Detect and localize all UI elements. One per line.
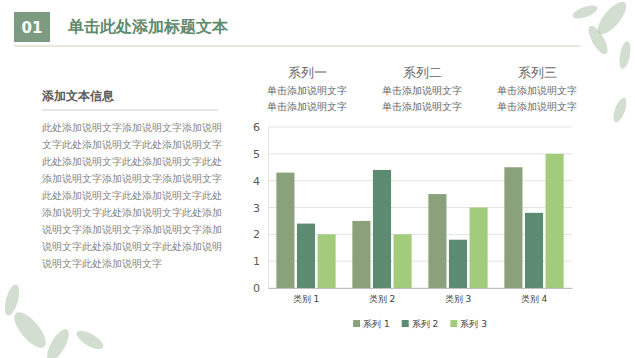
- grid-line: [268, 207, 572, 208]
- column-title: 系列三: [518, 65, 557, 80]
- x-tick: 类别 2: [369, 288, 396, 304]
- x-tick-label: 类别 4: [521, 294, 548, 304]
- y-tick-label: 1: [253, 255, 260, 268]
- y-tick: 2: [253, 228, 268, 241]
- panel-text: 添加说明文字此处添加说明文字此处添加: [42, 207, 222, 218]
- leaf: [43, 326, 73, 358]
- bar: [318, 234, 336, 288]
- column-title: 系列二: [403, 65, 442, 80]
- column-text: 单击添加说明文字: [382, 101, 462, 112]
- panel-text: 说明文字此处添加说明文字: [42, 258, 162, 269]
- leaf: [571, 3, 599, 21]
- y-tick-label: 5: [253, 148, 260, 161]
- grid: [268, 127, 572, 288]
- y-tick-label: 0: [253, 282, 260, 295]
- legend-label: 系列 1: [363, 319, 390, 329]
- bar: [470, 208, 488, 289]
- x-tick-label: 类别 3: [445, 294, 472, 304]
- x-tick-label: 类别 1: [293, 294, 320, 304]
- y-tick: 5: [253, 148, 268, 161]
- bars: [276, 154, 563, 288]
- y-tick-label: 4: [253, 175, 260, 188]
- leaf: [611, 96, 629, 124]
- legend-item: 系列 1: [353, 319, 390, 329]
- panel-text: 此处添加说明文字添加说明文字添加说明: [42, 122, 222, 133]
- grid-line: [268, 180, 572, 181]
- y-tick: 0: [253, 282, 268, 295]
- bar: [276, 173, 294, 288]
- column-text: 单击添加说明文字: [382, 85, 462, 96]
- y-tick-label: 3: [253, 202, 260, 215]
- slide-number: 01: [22, 19, 43, 37]
- number-box: [14, 12, 50, 42]
- column-text: 单击添加说明文字: [267, 101, 347, 112]
- y-axis-line: [268, 128, 269, 289]
- leaf: [585, 23, 611, 57]
- column-text: 单击添加说明文字: [267, 85, 347, 96]
- panel-text: 文字此处添加说明文字此处添加说明文字: [42, 139, 222, 150]
- legend-item: 系列 3: [450, 319, 487, 329]
- y-tick: 3: [253, 202, 268, 215]
- x-axis-line: [269, 288, 573, 289]
- legend: 系列 1 系列 2 系列 3: [353, 319, 487, 329]
- x-tick: 类别 1: [293, 288, 320, 304]
- leaf: [9, 307, 51, 352]
- bar: [428, 194, 446, 288]
- leaf: [74, 327, 106, 352]
- bar: [394, 234, 412, 288]
- column-title: 系列一: [288, 65, 327, 80]
- slide-title: 单击此处添加标题文本: [67, 17, 229, 36]
- panel-text: 说明文字添加说明文字添加说明文字添加: [42, 224, 222, 235]
- bar: [525, 213, 543, 288]
- panel-text: 此处添加说明文字此处添加说明文字此处: [42, 190, 222, 201]
- legend-swatch: [402, 320, 409, 327]
- legend-label: 系列 3: [460, 319, 487, 329]
- bar: [504, 167, 522, 288]
- x-axis: 类别 1 类别 2 类别 3 类别 4: [269, 288, 573, 304]
- column-text: 单击添加说明文字: [497, 85, 577, 96]
- leaf: [2, 283, 22, 317]
- bar: [352, 221, 370, 288]
- decoration: [2, 0, 632, 358]
- panel-rule: [42, 110, 218, 111]
- legend-item: 系列 2: [402, 319, 439, 329]
- header-rule: [14, 46, 580, 47]
- x-tick: 类别 3: [445, 288, 472, 304]
- legend-label: 系列 2: [412, 319, 439, 329]
- slide: 01单击此处添加标题文本添加文本信息此处添加说明文字添加说明文字添加说明文字此处…: [0, 0, 635, 358]
- panel-text: 此处添加说明文字此处添加说明文字此处: [42, 156, 222, 167]
- legend-swatch: [353, 320, 360, 327]
- bar: [449, 240, 467, 288]
- leaf: [618, 40, 633, 69]
- column-text: 单击添加说明文字: [497, 101, 577, 112]
- y-tick: 4: [253, 175, 268, 188]
- x-tick-label: 类别 2: [369, 294, 396, 304]
- y-tick: 1: [253, 255, 268, 268]
- y-axis: 0 1 2 3 4 5 6: [253, 121, 269, 295]
- grid-line: [268, 127, 572, 128]
- panel-heading: 添加文本信息: [41, 89, 115, 103]
- bar: [297, 224, 315, 288]
- y-tick-label: 2: [253, 228, 260, 241]
- bar: [373, 170, 391, 288]
- grid-line: [268, 153, 572, 154]
- panel-text: 添加说明文字添加说明文字添加说明文字: [42, 173, 222, 184]
- x-tick: 类别 4: [521, 288, 548, 304]
- panel-text: 说明文字此处添加说明文字此处添加说明: [42, 241, 222, 252]
- y-tick-label: 6: [253, 121, 260, 134]
- bar: [546, 154, 564, 288]
- y-tick: 6: [253, 121, 268, 134]
- legend-swatch: [450, 320, 457, 327]
